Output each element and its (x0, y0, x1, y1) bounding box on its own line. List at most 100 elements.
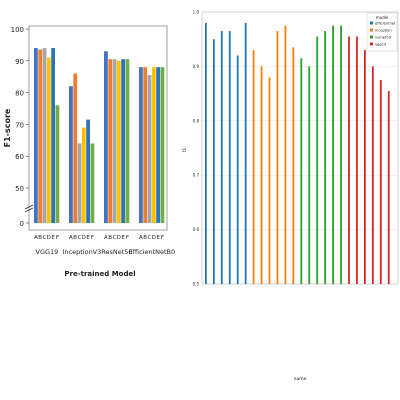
right-bar (220, 31, 223, 284)
left-sub-label: B (143, 235, 147, 241)
right-bar (252, 50, 255, 284)
left-sub-label: D (82, 235, 86, 241)
right-bar (205, 22, 207, 284)
legend-swatch (370, 35, 373, 39)
left-sub-label: D (47, 235, 51, 241)
left-sub-label: B (38, 235, 42, 241)
left-bar (86, 119, 90, 223)
right-bar (387, 90, 390, 284)
left-y-tick-label: 90 (15, 58, 24, 66)
left-bar (108, 59, 113, 224)
left-bar (55, 105, 60, 223)
left-sub-label: C (43, 235, 47, 241)
left-bar (116, 60, 121, 223)
right-y-tick-label: 0.9 (193, 64, 200, 69)
right-bar (276, 31, 279, 284)
left-bar (38, 49, 43, 223)
left-y-tick-label: 0 (20, 220, 24, 228)
left-bar (143, 67, 148, 223)
right-y-axis-label: f1 (182, 148, 188, 153)
left-sub-label: D (117, 235, 121, 241)
legend-entry: resnet50 (375, 36, 392, 40)
left-bar (69, 86, 73, 224)
axis-break-mark (24, 204, 34, 213)
right-y-tick-label: 1.0 (193, 10, 200, 15)
legend-swatch (370, 21, 373, 25)
right-bar (300, 58, 303, 284)
left-sub-label: C (148, 235, 152, 241)
right-bar (371, 66, 374, 285)
left-sub-label: D (152, 235, 156, 241)
right-bar (332, 25, 334, 284)
left-y-tick-label: 50 (15, 185, 24, 193)
right-y-tick-label: 0.5 (193, 282, 200, 287)
right-bar (379, 80, 382, 284)
right-bar (236, 55, 239, 284)
right-chart: 0.5 0.6 0.7 0.8 0.9 1.0 f1 name model efficie… (182, 10, 399, 382)
left-category-label: VGG19 (36, 248, 59, 256)
left-plot-frame (28, 25, 168, 231)
left-bar (121, 59, 125, 224)
left-bar (147, 75, 152, 223)
left-sub-label: C (113, 235, 117, 241)
left-bar (151, 67, 156, 223)
left-sub-label: F (161, 235, 164, 241)
left-sub-label: F (91, 235, 94, 241)
left-category-label: EfficientNetB0 (129, 248, 175, 256)
legend-swatch (370, 28, 373, 32)
right-bar (364, 50, 366, 284)
left-category-label: ResNet50 (101, 248, 132, 256)
left-sub-label: B (108, 235, 112, 241)
left-bar (125, 59, 130, 224)
right-plot-frame (201, 11, 399, 285)
left-bar (90, 143, 95, 223)
right-y-tick-label: 0.8 (193, 118, 200, 123)
right-bar (284, 25, 287, 284)
right-bar (228, 31, 231, 284)
left-sub-label: C (78, 235, 82, 241)
right-bar (308, 66, 311, 285)
legend: model efficientnet inception resnet50 vgg19 (366, 12, 398, 52)
left-bar (112, 59, 117, 224)
right-bar (244, 22, 247, 284)
left-bar (46, 57, 51, 224)
left-y-tick-label: 100 (11, 26, 24, 34)
left-sub-label: B (73, 235, 77, 241)
left-sub-label: A (34, 235, 38, 241)
legend-entry: vgg19 (375, 43, 387, 47)
right-bar (316, 36, 319, 285)
left-bar (139, 67, 143, 223)
left-bar (77, 143, 82, 223)
left-chart: F1-score Pre-trained Model 0 50 60 70 80 90 10… (3, 25, 175, 278)
right-bar (348, 36, 350, 285)
right-bar (212, 39, 215, 285)
left-x-axis-label: Pre-trained Model (64, 270, 135, 278)
right-bar (324, 31, 327, 284)
left-sub-label: A (69, 235, 73, 241)
left-sub-label: E (156, 235, 160, 241)
right-bar (356, 36, 358, 285)
left-sub-label: A (104, 235, 108, 241)
right-bar (340, 25, 342, 284)
left-bar (73, 73, 78, 224)
right-y-tick-label: 0.7 (193, 173, 200, 178)
legend-entry: inception (375, 29, 392, 33)
left-bar (156, 67, 160, 223)
left-y-axis-label: F1-score (3, 108, 12, 147)
left-bar (51, 48, 55, 223)
left-bar (34, 48, 38, 223)
left-sub-label: F (126, 235, 129, 241)
right-y-tick-label: 0.6 (193, 227, 200, 232)
left-sub-label: E (86, 235, 90, 241)
left-y-tick-label: 70 (15, 121, 24, 129)
left-y-tick-label: 60 (15, 153, 24, 161)
left-y-tick-label: 80 (15, 90, 24, 98)
left-bar (42, 48, 47, 223)
left-bar (160, 67, 165, 223)
left-sub-label: A (139, 235, 143, 241)
left-bar (104, 51, 108, 224)
right-bar (260, 66, 263, 285)
right-x-axis-label: name (294, 377, 307, 382)
left-sub-label: E (121, 235, 125, 241)
